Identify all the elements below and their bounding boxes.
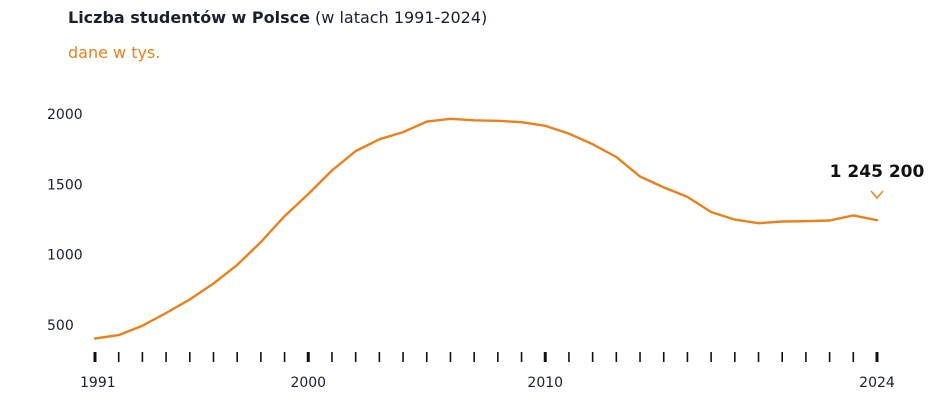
series-line (93, 117, 879, 340)
y-tick-label: 1500 (47, 177, 83, 193)
x-tick-label: 1991 (80, 375, 116, 391)
callout-chevron-icon (870, 190, 884, 200)
callout-value-label: 1 245 200 (830, 162, 925, 182)
chart-subtitle: dane w tys. (68, 43, 161, 62)
x-tick-label: 2000 (290, 375, 326, 391)
x-tick-label: 2024 (859, 375, 895, 391)
chart-title: Liczba studentów w Polsce (w latach 1991… (68, 8, 487, 27)
chart-title-main: Liczba studentów w Polsce (68, 8, 310, 27)
y-tick-label: 1000 (47, 248, 83, 264)
x-tick-label: 2010 (527, 375, 563, 391)
y-tick-label: 500 (47, 318, 74, 334)
chart-title-range: (w latach 1991-2024) (309, 8, 488, 27)
y-tick-label: 2000 (47, 107, 83, 123)
